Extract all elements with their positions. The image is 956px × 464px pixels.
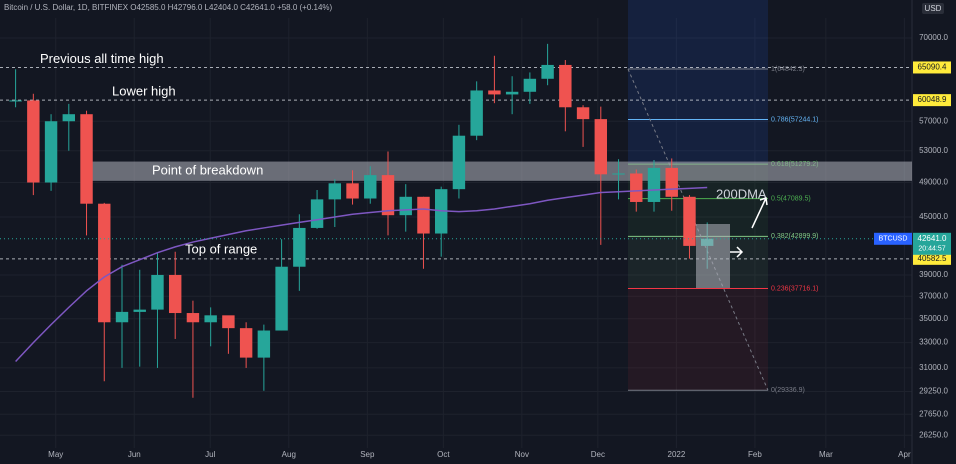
candle-body xyxy=(239,328,253,358)
candle-body xyxy=(293,227,306,267)
candle-body xyxy=(62,114,76,122)
x-tick-label: Jul xyxy=(205,450,215,459)
fib-label: 0.382(42899.9) xyxy=(771,233,818,240)
x-tick-label: May xyxy=(48,450,63,459)
x-tick-label: Aug xyxy=(282,450,296,459)
x-tick-label: Feb xyxy=(748,450,762,459)
candle-body xyxy=(9,100,22,102)
price-tag-label: 60048.9 xyxy=(918,95,947,104)
candle-body xyxy=(665,167,678,197)
x-tick-label: Mar xyxy=(819,450,833,459)
candle-body xyxy=(683,196,696,246)
candle-body xyxy=(452,135,466,190)
fib-label: 0.5(47089.5) xyxy=(771,195,811,202)
candle-body xyxy=(505,91,519,95)
ticker-label: BTCUSD xyxy=(879,236,908,243)
candle-body xyxy=(541,64,554,79)
candle-body xyxy=(612,173,625,175)
y-tick-label: 53000.0 xyxy=(919,146,948,155)
candle-body xyxy=(310,199,324,228)
y-tick-label: 49000.0 xyxy=(919,178,948,187)
x-tick-label: Oct xyxy=(437,450,450,459)
y-tick-label: 57000.0 xyxy=(919,116,948,125)
breakdown-zone xyxy=(85,161,912,181)
candle-body xyxy=(630,173,643,202)
candle-body xyxy=(204,315,217,323)
candle-body xyxy=(417,196,430,234)
x-tick-label: Nov xyxy=(515,450,529,459)
candle-body xyxy=(488,90,501,95)
fib-label: 0.236(37716.1) xyxy=(771,285,818,292)
y-tick-label: 39000.0 xyxy=(919,270,948,279)
candle-body xyxy=(523,78,537,92)
candle-body xyxy=(364,175,377,199)
fib-band xyxy=(628,288,768,391)
zone-label: Point of breakdown xyxy=(152,163,263,178)
price-tag xyxy=(913,61,951,74)
price-tag xyxy=(913,94,951,107)
candle-body xyxy=(186,313,200,323)
candle-body xyxy=(559,64,572,108)
candle-body xyxy=(151,274,164,310)
price-tag xyxy=(913,252,951,265)
candle-body xyxy=(168,274,182,314)
y-tick-label: 27650.0 xyxy=(919,409,948,418)
candle-body xyxy=(98,203,111,323)
currency-box xyxy=(922,3,944,14)
candle-body xyxy=(594,119,608,175)
candle-body xyxy=(275,266,288,331)
candle-body xyxy=(381,175,395,216)
x-tick-label: 2022 xyxy=(668,450,686,459)
level-annotation: Top of range xyxy=(185,241,257,256)
currency: USD xyxy=(925,4,942,13)
last-price-tag xyxy=(913,232,951,255)
countdown: 20:44:57 xyxy=(918,246,945,253)
level-annotation: Lower high xyxy=(112,84,176,99)
y-tick-label: 70000.0 xyxy=(919,33,948,42)
level-annotation: Previous all time high xyxy=(40,51,164,66)
candle-body xyxy=(576,107,590,120)
arrow xyxy=(730,197,768,258)
candle-body xyxy=(399,196,412,216)
candle-body xyxy=(80,114,93,204)
y-tick-label: 31000.0 xyxy=(919,363,948,372)
x-tick-label: Sep xyxy=(360,450,375,459)
candle-body xyxy=(222,315,235,329)
fib-backdrop xyxy=(628,0,768,165)
fib-label: 0.786(57244.1) xyxy=(771,116,818,123)
candle-body xyxy=(257,330,271,358)
ma-label: 200DMA xyxy=(716,186,767,201)
ticker-tag xyxy=(874,232,912,245)
fib-label: 1(64842.3) xyxy=(771,66,805,73)
projection-box xyxy=(696,224,730,288)
y-tick-label: 37000.0 xyxy=(919,291,948,300)
candle-body xyxy=(346,183,359,199)
x-tick-label: Apr xyxy=(898,450,911,459)
price-tag-label: 65090.4 xyxy=(918,63,947,72)
y-tick-label: 33000.0 xyxy=(919,338,948,347)
y-tick-label: 45000.0 xyxy=(919,212,948,221)
y-tick-label: 26250.0 xyxy=(919,430,948,439)
header: Bitcoin / U.S. Dollar, 1D, BITFINEX O425… xyxy=(4,3,333,12)
x-tick-label: Jun xyxy=(128,450,141,459)
candle-body xyxy=(647,167,661,202)
candle-body xyxy=(44,121,58,183)
candle-body xyxy=(115,311,129,323)
candle-body xyxy=(27,100,40,183)
x-tick-label: Dec xyxy=(591,450,605,459)
last-price-label: 42641.0 xyxy=(918,234,947,243)
candle-body xyxy=(133,309,146,312)
candle-body xyxy=(328,183,342,200)
fib-label: 0(29336.9) xyxy=(771,387,805,394)
ma-line xyxy=(15,186,708,362)
price-tag-label: 40582.5 xyxy=(918,254,947,263)
candle-body xyxy=(470,90,483,136)
y-tick-label: 29250.0 xyxy=(919,387,948,396)
y-tick-label: 35000.0 xyxy=(919,314,948,323)
